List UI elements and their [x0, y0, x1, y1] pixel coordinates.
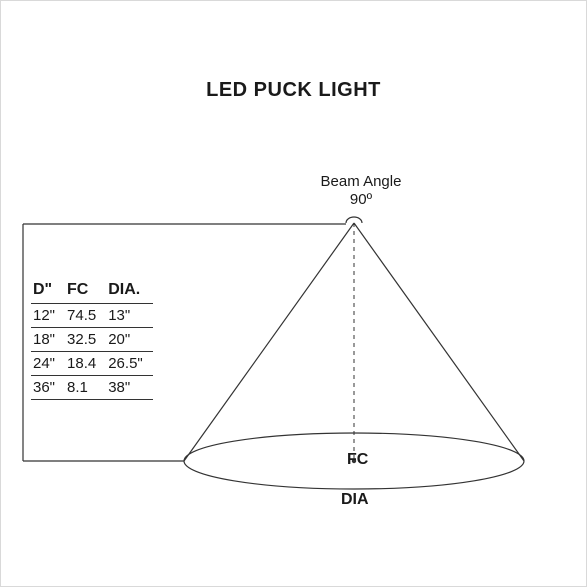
table-row: 18" 32.5 20" — [31, 328, 153, 352]
fc-label: FC — [347, 451, 368, 469]
diagram-frame: { "title": "LED PUCK LIGHT", "beam_angle… — [0, 0, 587, 587]
table-row: 36" 8.1 38" — [31, 376, 153, 400]
photometric-table: D" FC DIA. 12" 74.5 13" 18" 32.5 20" 24"… — [31, 279, 153, 400]
dia-label: DIA — [341, 491, 369, 509]
col-d: D" — [31, 279, 65, 304]
col-fc: FC — [65, 279, 106, 304]
table-row: 24" 18.4 26.5" — [31, 352, 153, 376]
table-row: 12" 74.5 13" — [31, 304, 153, 328]
table-header-row: D" FC DIA. — [31, 279, 153, 304]
col-dia: DIA. — [106, 279, 153, 304]
